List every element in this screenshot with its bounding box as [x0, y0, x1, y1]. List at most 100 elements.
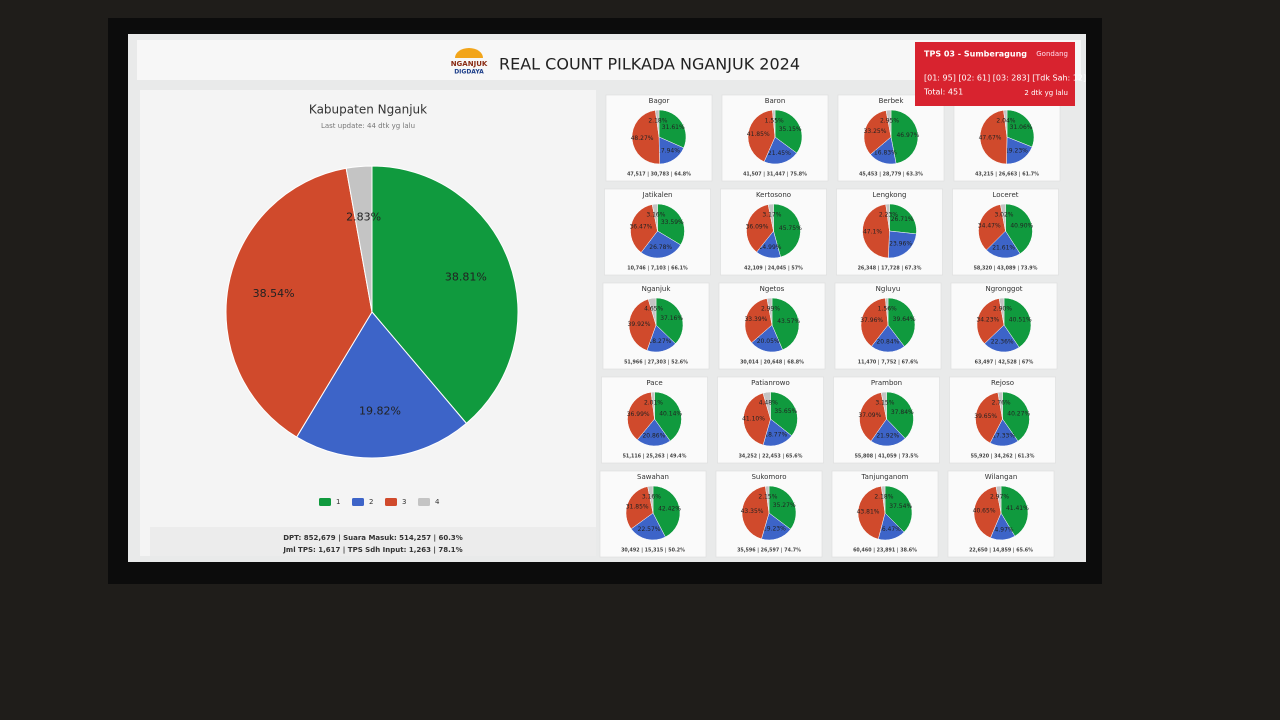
card-title: Baron — [765, 97, 786, 105]
card-title: Prambon — [871, 379, 902, 387]
slice-label: 41.10% — [742, 416, 765, 423]
slice-label: 17.94% — [657, 148, 680, 155]
pie-slice — [371, 165, 519, 425]
slice-label: 37.16% — [660, 315, 683, 322]
pie-slice — [887, 297, 916, 347]
pie-slice — [647, 297, 657, 326]
pie-slice — [975, 392, 1003, 444]
pie-slice — [870, 418, 906, 447]
slice-label: 38.81% — [445, 271, 487, 284]
card-footer: 55,920 | 34,262 | 61.3% — [971, 454, 1035, 460]
pie-slice — [762, 391, 771, 420]
pie-slice — [650, 391, 655, 420]
legend-label: 1 — [336, 498, 340, 506]
pie-slice — [997, 391, 1003, 420]
card-title: Loceret — [993, 191, 1019, 199]
card-footer: 47,517 | 30,783 | 64.8% — [627, 172, 691, 178]
pie-slice — [771, 297, 800, 351]
pie-slice — [863, 110, 892, 155]
pie-slice — [976, 298, 1005, 344]
slice-label: 34.23% — [976, 316, 999, 323]
card-title: Pace — [646, 379, 662, 387]
pie-slice — [986, 230, 1021, 259]
card-title: Tanjunganom — [861, 473, 909, 481]
card-title: Ngluyu — [876, 285, 901, 293]
pie-slice — [647, 485, 654, 514]
slice-label: 19.82% — [359, 405, 401, 418]
legend-label: 2 — [369, 498, 373, 506]
pie-slice — [998, 297, 1005, 326]
pie-slice — [774, 109, 803, 154]
card-footer: 51,966 | 27,303 | 52.6% — [624, 360, 688, 366]
slice-label: 18.77% — [764, 432, 787, 439]
header-title: REAL COUNT PILKADA NGANJUK 2024 — [499, 55, 800, 74]
pie-slice — [630, 512, 666, 541]
pie-slice — [772, 109, 776, 138]
pie-slice — [636, 418, 671, 447]
pie-slice — [773, 203, 801, 258]
card-title: Patianrowo — [751, 379, 790, 387]
legend-label: 3 — [402, 498, 406, 506]
slice-label: 14.97% — [991, 526, 1014, 533]
pie-slice — [979, 109, 1008, 165]
card-title: Lengkong — [873, 191, 907, 199]
pie-slice — [765, 485, 770, 514]
pie-slice — [1003, 109, 1008, 138]
card-footer: 30,014 | 20,648 | 68.8% — [740, 360, 804, 366]
slice-label: 40.65% — [973, 508, 996, 515]
slice-label: 39.65% — [974, 413, 997, 420]
pie-slice — [890, 109, 919, 164]
slice-label: 35.27% — [773, 502, 796, 509]
slice-label: 2.90% — [993, 305, 1012, 312]
slice-label: 23.96% — [889, 240, 912, 247]
pie-slice — [885, 297, 889, 326]
slice-label: 41.85% — [747, 131, 770, 138]
slice-label: 41.41% — [1006, 505, 1029, 512]
pie-slice — [1002, 391, 1030, 442]
slice-label: 20.84% — [876, 338, 899, 345]
summary-line: DPT: 852,679 | Suara Masuk: 514,257 | 60… — [283, 534, 463, 543]
popup-title: TPS 03 - Sumberagung — [924, 50, 1027, 59]
slice-label: 1.56% — [878, 305, 897, 312]
slice-label: 37.54% — [889, 503, 912, 510]
slice-label: 39.92% — [628, 321, 651, 328]
legend-swatch — [418, 498, 430, 506]
card-title: Sukomoro — [751, 473, 786, 481]
slice-label: 43.57% — [777, 318, 800, 325]
pie-slice — [1006, 109, 1035, 148]
slice-label: 4.48% — [759, 400, 778, 407]
charts: Kabupaten Nganjuk Last update: 44 dtk yg … — [225, 94, 1061, 558]
popup — [915, 42, 1075, 106]
logo-sun — [455, 48, 483, 58]
pie-slice — [651, 203, 658, 232]
card-title: Berbek — [879, 97, 905, 105]
card-title: Sawahan — [637, 473, 669, 481]
slice-label: 2.15% — [758, 493, 777, 500]
pie-slice — [881, 485, 886, 514]
pie-slice — [744, 298, 773, 344]
slice-label: 33.25% — [864, 128, 887, 135]
card-footer: 60,460 | 23,891 | 38.6% — [853, 548, 917, 554]
pie-slice — [630, 204, 658, 253]
card-footer: 11,470 | 7,752 | 67.6% — [858, 360, 919, 366]
slice-label: 19.23% — [763, 526, 786, 533]
card-title: Nganjuk — [642, 285, 672, 293]
pie-slice — [768, 485, 797, 530]
pie-slice — [741, 485, 770, 540]
pie-slice — [1000, 203, 1006, 232]
pie-slice — [973, 486, 1002, 539]
slice-label: 19.23% — [1005, 148, 1028, 155]
slice-label: 3.17% — [762, 211, 781, 218]
slice-label: 2.83% — [346, 210, 381, 223]
chart-title: Kabupaten Nganjuk — [309, 103, 427, 117]
pie-slice — [743, 392, 771, 446]
pie-slice — [880, 391, 887, 420]
card-title: Jatikalen — [642, 191, 673, 199]
slice-label: 22.57% — [638, 526, 661, 533]
slice-label: 35.65% — [774, 408, 797, 415]
pie-slice — [345, 165, 373, 313]
card-footer: 51,116 | 25,263 | 49.4% — [623, 454, 687, 460]
pie-slice — [857, 485, 886, 540]
slice-label: 42.42% — [658, 505, 681, 512]
